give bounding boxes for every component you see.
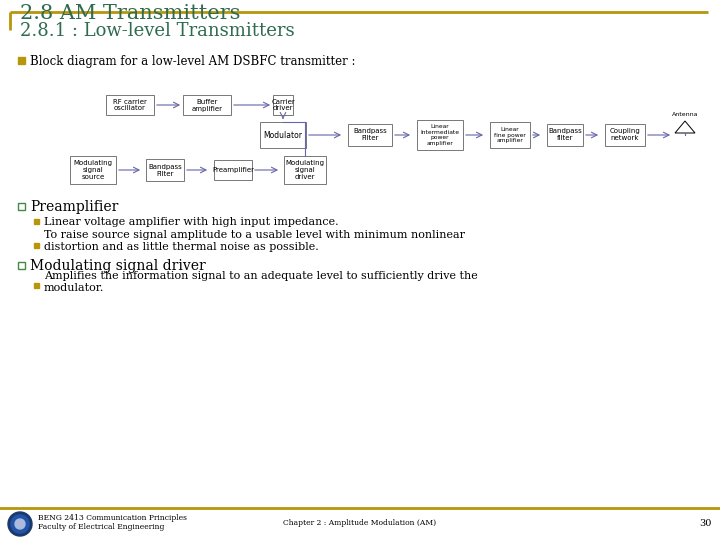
Text: Buffer
amplifier: Buffer amplifier: [192, 98, 222, 111]
FancyBboxPatch shape: [284, 156, 326, 184]
Text: 2.8 AM Transmitters: 2.8 AM Transmitters: [20, 4, 240, 23]
Bar: [34, 219, 39, 224]
FancyBboxPatch shape: [490, 122, 530, 148]
Bar: [18, 57, 25, 64]
FancyBboxPatch shape: [260, 122, 306, 148]
Text: Amplifies the information signal to an adequate level to sufficiently drive the
: Amplifies the information signal to an a…: [44, 271, 478, 293]
FancyBboxPatch shape: [348, 124, 392, 146]
Text: Coupling
network: Coupling network: [610, 129, 640, 141]
Text: To raise source signal amplitude to a usable level with minimum nonlinear
distor: To raise source signal amplitude to a us…: [44, 230, 465, 252]
Text: Carrier
driver: Carrier driver: [271, 98, 295, 111]
FancyBboxPatch shape: [547, 124, 583, 146]
FancyBboxPatch shape: [605, 124, 645, 146]
Bar: [34, 243, 39, 248]
FancyBboxPatch shape: [146, 159, 184, 181]
Text: Preamplifier: Preamplifier: [212, 167, 254, 173]
FancyBboxPatch shape: [106, 95, 154, 115]
FancyBboxPatch shape: [417, 120, 463, 150]
Bar: [34, 283, 39, 288]
Text: Antenna: Antenna: [672, 112, 698, 117]
Text: Bandpass
filter: Bandpass filter: [548, 129, 582, 141]
Text: Linear
Intermediate
power
amplifier: Linear Intermediate power amplifier: [420, 124, 459, 146]
Circle shape: [15, 519, 25, 529]
Circle shape: [8, 512, 32, 536]
Text: Block diagram for a low-level AM DSBFC transmitter :: Block diagram for a low-level AM DSBFC t…: [30, 55, 356, 68]
Text: Modulator: Modulator: [264, 131, 302, 139]
Text: Bandpass
Filter: Bandpass Filter: [353, 129, 387, 141]
Text: Modulating signal driver: Modulating signal driver: [30, 259, 206, 273]
Text: Modulating
signal
source: Modulating signal source: [73, 160, 112, 180]
Polygon shape: [675, 121, 695, 133]
Circle shape: [11, 515, 29, 533]
Text: Chapter 2 : Amplitude Modulation (AM): Chapter 2 : Amplitude Modulation (AM): [284, 519, 436, 527]
Bar: [18, 203, 25, 210]
Text: Faculty of Electrical Engineering: Faculty of Electrical Engineering: [38, 523, 164, 531]
Text: RF carrier
oscillator: RF carrier oscillator: [113, 98, 147, 111]
Text: Linear voltage amplifier with high input impedance.: Linear voltage amplifier with high input…: [44, 217, 338, 227]
Text: Preamplifier: Preamplifier: [30, 200, 118, 214]
FancyBboxPatch shape: [214, 160, 252, 180]
FancyBboxPatch shape: [273, 95, 293, 115]
Text: 30: 30: [699, 518, 711, 528]
Bar: [18, 262, 25, 269]
Text: Modulating
signal
driver: Modulating signal driver: [286, 160, 325, 180]
FancyBboxPatch shape: [183, 95, 231, 115]
Text: BENG 2413 Communication Principles: BENG 2413 Communication Principles: [38, 514, 187, 522]
FancyBboxPatch shape: [70, 156, 116, 184]
Text: 2.8.1 : Low-level Transmitters: 2.8.1 : Low-level Transmitters: [20, 22, 294, 40]
Text: Bandpass
Filter: Bandpass Filter: [148, 164, 182, 177]
Text: Linear
fine power
amplifier: Linear fine power amplifier: [494, 127, 526, 143]
